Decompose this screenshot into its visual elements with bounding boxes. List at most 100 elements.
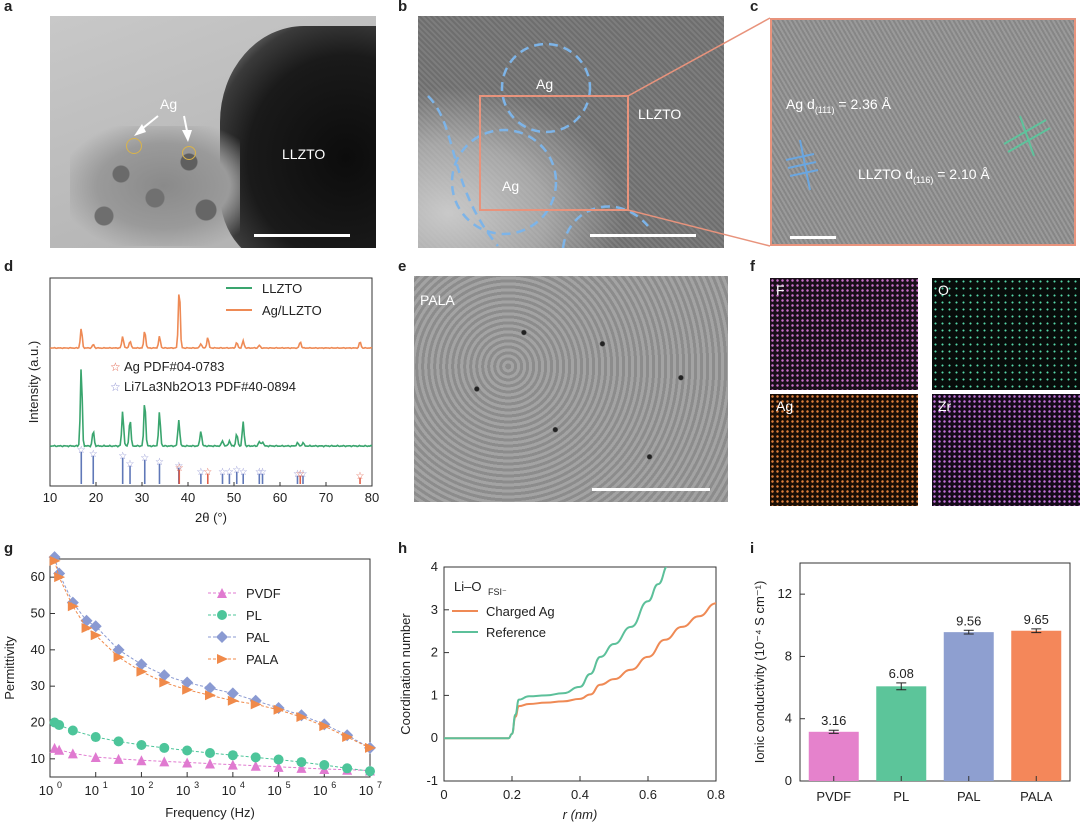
llzto-ref-star: ☆ — [77, 445, 86, 456]
data-point — [365, 766, 375, 777]
data-point — [54, 744, 65, 755]
x-tick-label: 0.8 — [707, 787, 725, 802]
y-tick-label: 50 — [31, 606, 45, 621]
x-tick-exponent: 0 — [57, 780, 62, 790]
x-tick-exponent: 4 — [240, 780, 245, 790]
data-point — [342, 763, 353, 774]
series-line-pl — [54, 722, 371, 772]
x-axis-label: r (nm) — [563, 807, 598, 822]
x-tick-label: 10 — [313, 783, 327, 798]
legend-label-pala: PALA — [246, 652, 279, 667]
panel-label-e: e — [398, 258, 407, 275]
x-tick-exponent: 3 — [194, 780, 199, 790]
ag-spacing-label: Ag d(111) = 2.36 Å — [786, 96, 891, 115]
bar-pala — [1011, 630, 1062, 781]
data-point — [67, 748, 78, 759]
edx-label-ag: Ag — [776, 398, 794, 414]
llzto-ref-star: ☆ — [118, 451, 127, 462]
panel-label-i: i — [750, 540, 755, 557]
ag-label-b2: Ag — [502, 178, 520, 194]
data-point — [158, 669, 171, 682]
x-tick-label: PALA — [1020, 789, 1053, 804]
x-tick-exponent: 5 — [286, 780, 291, 790]
data-point — [182, 745, 193, 756]
y-tick-label: 10 — [31, 751, 45, 766]
pala-label-e: PALA — [420, 292, 455, 308]
data-point — [136, 666, 148, 677]
y-tick-label: 12 — [778, 586, 792, 601]
y-tick-label: 2 — [431, 645, 438, 660]
legend-label-pvdf: PVDF — [246, 586, 281, 601]
x-tick-label: 10 — [43, 490, 57, 505]
data-point — [205, 758, 215, 769]
ag-d-sub: (111) — [814, 104, 835, 115]
data-point — [250, 699, 262, 710]
ag-d-text: Ag d — [786, 96, 815, 112]
data-point — [217, 588, 227, 598]
y-tick-label: -1 — [426, 773, 438, 788]
legend-label-ag-ref: Ag PDF#04-0783 — [124, 359, 224, 374]
ag-ref-star: ☆ — [356, 471, 365, 482]
x-tick-label: 0.6 — [639, 787, 657, 802]
x-tick-exponent: 6 — [331, 780, 336, 790]
y-tick-label: 30 — [31, 678, 45, 693]
edx-map-f: F — [770, 278, 918, 390]
data-point — [217, 610, 227, 620]
ag-ref-star: ☆ — [175, 463, 184, 474]
legend-label-pl: PL — [246, 608, 262, 623]
llzto-ref-star: ☆ — [196, 467, 205, 478]
llzto-ref-star: ☆ — [225, 467, 234, 478]
edx-label-zr: Zr — [938, 398, 952, 414]
panel-label-d: d — [4, 258, 14, 275]
bar-pl — [876, 686, 927, 781]
hrtem-zoom-c: Ag d(111) = 2.36 Å LLZTO d(116) = 2.10 Å — [770, 18, 1076, 246]
data-point — [216, 631, 228, 643]
ag-label-a: Ag — [160, 96, 178, 112]
legend-label-llzto-ref: Li7La3Nb2O13 PDF#40-0894 — [124, 379, 296, 394]
sem-image-e: PALA — [414, 276, 728, 502]
legend-label-pal: PAL — [246, 630, 270, 645]
llzto-ref-star: ☆ — [293, 469, 302, 480]
panel-label-c: c — [750, 0, 759, 15]
ag-label-b1: Ag — [536, 76, 554, 92]
panel-label-h: h — [398, 540, 408, 557]
panel-label-g: g — [4, 540, 14, 557]
llzto-ref-star: ☆ — [140, 453, 149, 464]
llzto-ref-star: ☆ — [255, 467, 264, 478]
data-point — [113, 652, 125, 663]
llzto-ref-star: ☆ — [174, 461, 183, 472]
ag-ref-star: ☆ — [296, 469, 305, 480]
panel-label-f: f — [750, 258, 755, 275]
llzto-label-a: LLZTO — [282, 146, 326, 162]
y-tick-label: 3 — [431, 602, 438, 617]
x-tick-label: 80 — [365, 490, 379, 505]
series-ag-llzto — [49, 294, 373, 350]
y-tick-label: 20 — [31, 715, 45, 730]
data-point — [296, 762, 307, 773]
data-point — [54, 720, 65, 731]
ag-nanoparticle-cluster — [70, 126, 240, 246]
panel-label-b: b — [398, 0, 408, 15]
y-tick-label: 0 — [431, 730, 438, 745]
llzto-ref-star: ☆ — [155, 457, 164, 468]
bar-pvdf — [808, 731, 859, 781]
y-tick-label: 0 — [785, 773, 792, 788]
x-tick-label: PAL — [957, 789, 981, 804]
data-point — [135, 658, 148, 671]
llzto-d-sub: (116) — [913, 174, 934, 185]
y-tick-label: 60 — [31, 569, 45, 584]
edx-label-o: O — [938, 282, 949, 298]
llzto-d-value: = 2.10 Å — [933, 166, 990, 182]
llzto-ref-star: ☆ — [239, 467, 248, 478]
data-point — [90, 732, 101, 743]
x-tick-label: 10 — [222, 783, 236, 798]
x-tick-exponent: 1 — [103, 780, 108, 790]
x-tick-label: 0.2 — [503, 787, 521, 802]
data-point — [217, 654, 228, 664]
series-line-pala — [54, 560, 371, 749]
edx-map-zr: Zr — [932, 394, 1080, 506]
data-point — [49, 555, 61, 566]
tem-image-a: Ag LLZTO — [50, 16, 376, 248]
series-reference — [444, 567, 668, 740]
